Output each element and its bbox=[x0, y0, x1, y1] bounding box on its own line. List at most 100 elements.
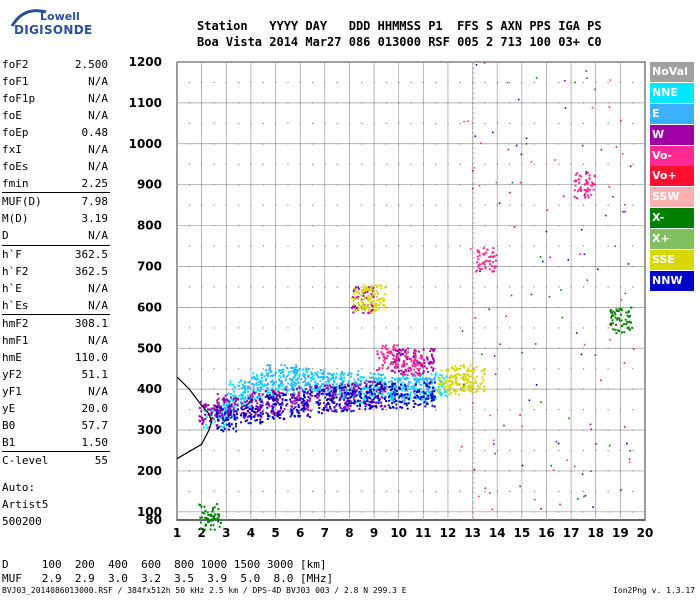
grid-dot bbox=[447, 409, 449, 411]
echo-point bbox=[396, 390, 399, 393]
echo-point bbox=[328, 397, 331, 400]
grid-dot bbox=[595, 449, 597, 452]
grid-dot bbox=[533, 327, 535, 329]
echo-point bbox=[393, 378, 396, 381]
echo-point bbox=[363, 296, 366, 299]
echo-point bbox=[311, 394, 314, 397]
grid-dot bbox=[201, 511, 203, 513]
echo-point bbox=[378, 389, 381, 392]
echo-point bbox=[614, 323, 617, 326]
echo-point bbox=[332, 386, 335, 389]
echo-point bbox=[200, 400, 203, 403]
echo-point bbox=[203, 403, 206, 406]
echo-point bbox=[586, 189, 589, 192]
echo-point bbox=[389, 407, 392, 410]
echo-point bbox=[367, 312, 370, 315]
echo-point bbox=[342, 381, 345, 384]
grid-dot bbox=[422, 470, 425, 472]
echo-point bbox=[300, 397, 303, 400]
echo-point bbox=[431, 385, 434, 388]
echo-point bbox=[211, 417, 214, 420]
echo-point bbox=[402, 387, 405, 390]
echo-point bbox=[281, 401, 284, 404]
echo-point bbox=[432, 386, 435, 389]
grid-dot bbox=[459, 245, 461, 247]
echo-point bbox=[269, 370, 272, 373]
echo-point bbox=[318, 390, 321, 393]
echo-point bbox=[389, 350, 392, 353]
echo-point bbox=[320, 385, 323, 388]
echo-point bbox=[616, 310, 619, 313]
echo-point bbox=[362, 294, 365, 297]
echo-point bbox=[394, 390, 397, 393]
echo-point bbox=[396, 380, 399, 383]
echo-point bbox=[341, 373, 344, 376]
echo-point bbox=[261, 393, 264, 396]
echo-point bbox=[216, 410, 219, 413]
echo-point bbox=[328, 372, 331, 375]
echo-point bbox=[383, 384, 386, 387]
echo-point bbox=[278, 369, 281, 372]
echo-point bbox=[406, 355, 409, 358]
noise-point bbox=[525, 137, 528, 140]
echo-point bbox=[383, 376, 386, 379]
echo-point bbox=[289, 410, 292, 413]
echo-point bbox=[579, 187, 582, 190]
echo-point bbox=[341, 392, 344, 395]
grid-dot bbox=[238, 122, 240, 125]
grid-dot bbox=[336, 81, 338, 84]
grid-dot bbox=[484, 368, 486, 370]
echo-point bbox=[384, 396, 387, 399]
grid-dot bbox=[595, 81, 597, 84]
echo-point bbox=[426, 384, 429, 387]
echo-point bbox=[373, 309, 376, 312]
grid-dot bbox=[558, 81, 560, 84]
grid-dot bbox=[484, 122, 486, 125]
grid-dot bbox=[644, 409, 646, 411]
echo-point bbox=[361, 298, 364, 301]
grid-dot bbox=[570, 184, 572, 186]
echo-point bbox=[275, 399, 278, 402]
grid-dot bbox=[632, 286, 634, 288]
echo-point bbox=[255, 391, 258, 394]
echo-point bbox=[404, 378, 407, 381]
echo-point bbox=[365, 286, 368, 289]
echo-point bbox=[236, 397, 239, 400]
echo-point bbox=[462, 385, 465, 388]
echo-point bbox=[363, 402, 366, 405]
echo-point bbox=[244, 385, 247, 388]
echo-point bbox=[278, 416, 281, 419]
echo-point bbox=[389, 351, 392, 354]
echo-point bbox=[338, 393, 341, 396]
noise-point bbox=[628, 461, 631, 463]
echo-point bbox=[364, 405, 367, 408]
grid-dot bbox=[385, 143, 388, 145]
echo-point bbox=[245, 419, 248, 422]
noise-point bbox=[507, 148, 510, 151]
echo-point bbox=[224, 399, 227, 402]
echo-point bbox=[353, 383, 356, 386]
echo-point bbox=[247, 385, 250, 388]
echo-point bbox=[356, 393, 359, 396]
echo-point bbox=[318, 387, 321, 390]
grid-dot bbox=[619, 143, 622, 145]
echo-point bbox=[233, 386, 236, 389]
echo-point bbox=[416, 360, 419, 363]
echo-point bbox=[419, 364, 422, 367]
echo-point bbox=[252, 376, 255, 379]
echo-point bbox=[359, 400, 362, 403]
echo-point bbox=[214, 405, 217, 408]
param-label: h`F2 bbox=[2, 264, 29, 278]
echo-point bbox=[468, 381, 471, 384]
echo-point bbox=[346, 389, 349, 392]
echo-point bbox=[289, 366, 292, 369]
echo-point bbox=[380, 401, 383, 404]
grid-dot bbox=[509, 388, 511, 390]
echo-point bbox=[619, 319, 622, 322]
grid-dot bbox=[238, 511, 240, 513]
echo-point bbox=[361, 304, 364, 307]
echo-point bbox=[394, 383, 397, 386]
echo-point bbox=[395, 403, 398, 406]
echo-point bbox=[574, 173, 577, 176]
echo-point bbox=[375, 406, 378, 409]
